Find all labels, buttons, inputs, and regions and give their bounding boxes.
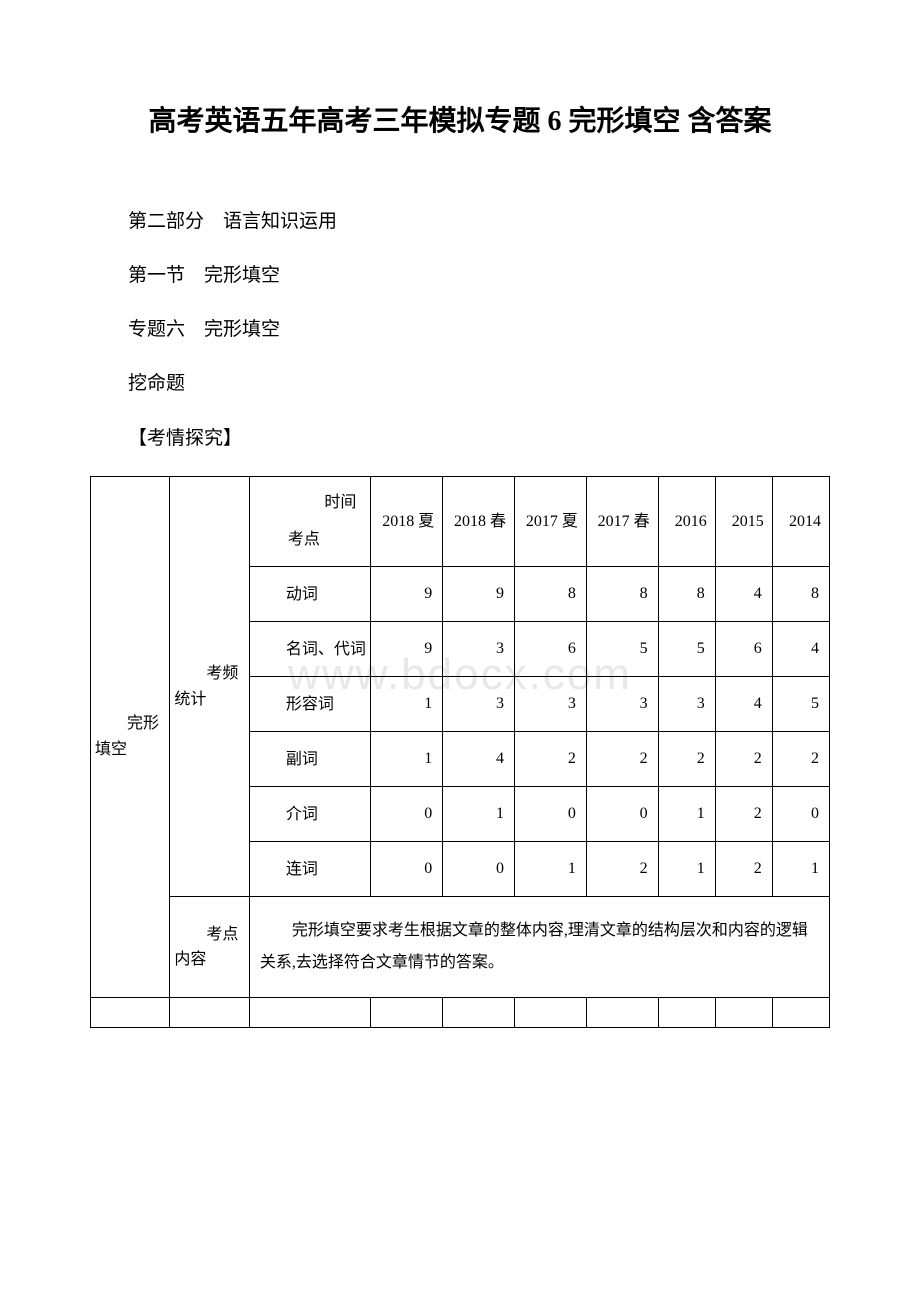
category-cell: 副词 — [249, 732, 371, 787]
section-section: 第一节 完形填空 — [90, 259, 830, 293]
value-cell: 3 — [586, 677, 658, 732]
value-cell: 4 — [715, 677, 772, 732]
empty-cell — [715, 998, 772, 1028]
year-cell-5: 2015 — [715, 476, 772, 567]
empty-cell — [371, 998, 443, 1028]
year-cell-2: 2017 夏 — [515, 476, 587, 567]
value-cell: 2 — [658, 732, 715, 787]
value-cell: 3 — [658, 677, 715, 732]
value-cell: 3 — [443, 677, 515, 732]
value-cell: 0 — [443, 842, 515, 897]
value-cell: 1 — [658, 787, 715, 842]
value-cell: 8 — [515, 567, 587, 622]
year-cell-4: 2016 — [658, 476, 715, 567]
empty-cell — [515, 998, 587, 1028]
category-cell: 连词 — [249, 842, 371, 897]
value-cell: 2 — [586, 732, 658, 787]
content-text-cell: 完形填空要求考生根据文章的整体内容,理清文章的结构层次和内容的逻辑关系,去选择符… — [249, 897, 829, 998]
header-diagonal-cell: 时间 考点 — [249, 476, 371, 567]
content-label-cell: 考点内容 — [170, 897, 249, 998]
data-table-container: 完形填空 考频统计 时间 考点 2018 夏 2018 春 2017 夏 201… — [90, 476, 830, 1029]
value-cell: 5 — [586, 622, 658, 677]
value-cell: 3 — [515, 677, 587, 732]
table-empty-row — [91, 998, 830, 1028]
value-cell: 5 — [772, 677, 829, 732]
year-cell-3: 2017 春 — [586, 476, 658, 567]
section-topic: 专题六 完形填空 — [90, 313, 830, 347]
value-cell: 8 — [772, 567, 829, 622]
value-cell: 2 — [715, 842, 772, 897]
value-cell: 2 — [772, 732, 829, 787]
value-cell: 1 — [658, 842, 715, 897]
value-cell: 2 — [515, 732, 587, 787]
value-cell: 9 — [371, 622, 443, 677]
value-cell: 0 — [371, 842, 443, 897]
value-cell: 0 — [586, 787, 658, 842]
empty-cell — [658, 998, 715, 1028]
category-cell: 名词、代词 — [249, 622, 371, 677]
category-cell: 动词 — [249, 567, 371, 622]
year-cell-6: 2014 — [772, 476, 829, 567]
table-content-row: 考点内容 完形填空要求考生根据文章的整体内容,理清文章的结构层次和内容的逻辑关系… — [91, 897, 830, 998]
value-cell: 1 — [443, 787, 515, 842]
value-cell: 2 — [715, 732, 772, 787]
empty-cell — [170, 998, 249, 1028]
empty-cell — [443, 998, 515, 1028]
value-cell: 6 — [715, 622, 772, 677]
main-category-cell: 完形填空 — [91, 476, 170, 998]
value-cell: 8 — [658, 567, 715, 622]
year-cell-0: 2018 夏 — [371, 476, 443, 567]
value-cell: 1 — [772, 842, 829, 897]
value-cell: 1 — [371, 677, 443, 732]
value-cell: 9 — [371, 567, 443, 622]
value-cell: 2 — [586, 842, 658, 897]
section-research: 【考情探究】 — [90, 422, 830, 456]
page-title: 高考英语五年高考三年模拟专题 6 完形填空 含答案 — [90, 100, 830, 145]
value-cell: 9 — [443, 567, 515, 622]
header-point-label: 考点 — [256, 526, 365, 555]
empty-cell — [586, 998, 658, 1028]
section-part: 第二部分 语言知识运用 — [90, 205, 830, 239]
value-cell: 0 — [515, 787, 587, 842]
section-dig: 挖命题 — [90, 367, 830, 401]
year-cell-1: 2018 春 — [443, 476, 515, 567]
category-cell: 形容词 — [249, 677, 371, 732]
value-cell: 4 — [715, 567, 772, 622]
value-cell: 1 — [515, 842, 587, 897]
header-time-label: 时间 — [256, 489, 365, 518]
value-cell: 6 — [515, 622, 587, 677]
empty-cell — [249, 998, 371, 1028]
value-cell: 4 — [772, 622, 829, 677]
value-cell: 1 — [371, 732, 443, 787]
empty-cell — [91, 998, 170, 1028]
value-cell: 2 — [715, 787, 772, 842]
category-cell: 介词 — [249, 787, 371, 842]
table-header-row: 完形填空 考频统计 时间 考点 2018 夏 2018 春 2017 夏 201… — [91, 476, 830, 567]
empty-cell — [772, 998, 829, 1028]
value-cell: 8 — [586, 567, 658, 622]
value-cell: 5 — [658, 622, 715, 677]
exam-data-table: 完形填空 考频统计 时间 考点 2018 夏 2018 春 2017 夏 201… — [90, 476, 830, 1029]
freq-category-cell: 考频统计 — [170, 476, 249, 897]
value-cell: 0 — [772, 787, 829, 842]
value-cell: 0 — [371, 787, 443, 842]
value-cell: 4 — [443, 732, 515, 787]
value-cell: 3 — [443, 622, 515, 677]
